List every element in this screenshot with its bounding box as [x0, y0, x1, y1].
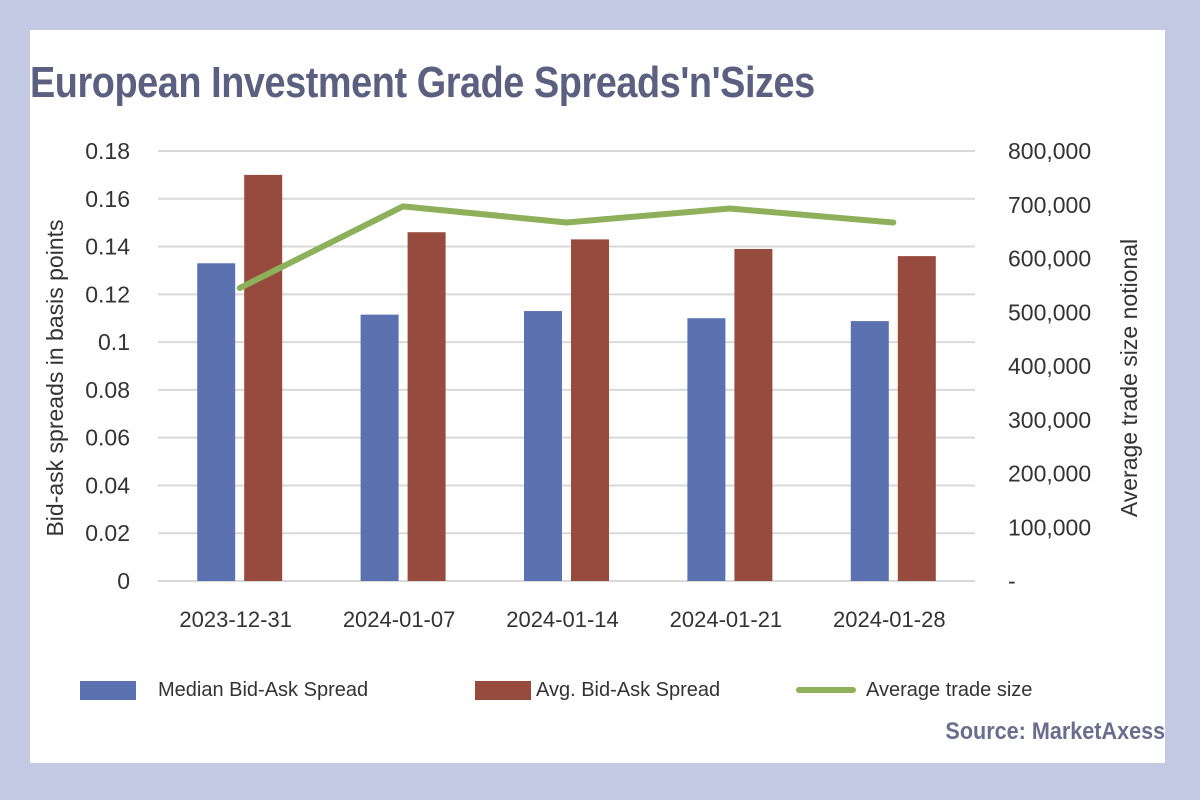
y-tick-label: 0.08	[85, 377, 130, 403]
y-tick-label: 0.14	[85, 234, 130, 260]
y-tick-label: 0.16	[85, 186, 130, 212]
legend-label-avg: Avg. Bid-Ask Spread	[536, 678, 721, 701]
trade-size-series-line	[236, 203, 897, 292]
x-axis-ticks: 2023-12-31 2024-01-07 2024-01-14 2024-01-21…	[179, 607, 945, 632]
right-axis-ticks: - 100,000 200,000 300,000 400,000 500,000 600,…	[1008, 138, 1091, 594]
y-tick-label: 0.1	[98, 329, 130, 355]
bars	[197, 174, 936, 581]
bar-median	[197, 263, 236, 581]
left-axis-label: Bid-ask spreads in basis points	[42, 219, 68, 536]
legend-swatch-median	[80, 680, 136, 700]
legend-item-median: Median Bid-Ask Spread	[80, 676, 368, 704]
y-tick-label: 0.04	[85, 472, 130, 498]
y2-tick-label: 700,000	[1008, 192, 1091, 218]
bar-avg	[407, 232, 446, 581]
y2-tick-label: 600,000	[1008, 246, 1091, 272]
bar-median	[524, 311, 562, 581]
source-note: Source: MarketAxess	[945, 718, 1165, 745]
x-tick-label: 2024-01-21	[670, 607, 783, 632]
x-tick-label: 2023-12-31	[179, 607, 292, 632]
y-tick-label: 0.02	[85, 520, 130, 546]
legend-label-trade-size: Average trade size	[866, 678, 1033, 701]
bar-avg	[734, 248, 773, 581]
bar-median	[360, 314, 399, 581]
y-tick-label: 0.18	[85, 138, 130, 164]
bar-median	[687, 318, 726, 581]
y2-tick-label: 100,000	[1008, 514, 1091, 540]
y2-tick-label: 400,000	[1008, 353, 1091, 379]
chart-title: European Investment Grade Spreads'n'Size…	[30, 58, 815, 107]
legend-label-median: Median Bid-Ask Spread	[158, 678, 369, 701]
y2-tick-label: 500,000	[1008, 299, 1091, 325]
bar-avg	[897, 256, 936, 581]
y-tick-label: 0.06	[85, 425, 130, 451]
y2-tick-label: 200,000	[1008, 461, 1091, 487]
bar-median	[850, 321, 889, 581]
legend-item-trade-size: Average trade size	[796, 676, 1032, 704]
left-axis-ticks: 0 0.02 0.04 0.06 0.08 0.1 0.12 0.14 0.16 0.18	[85, 138, 130, 594]
legend-item-avg: Avg. Bid-Ask Spread	[475, 676, 720, 704]
bar-avg	[571, 239, 609, 581]
y-tick-label: 0	[117, 568, 130, 594]
legend-swatch-trade-size	[796, 687, 856, 693]
y2-tick-label: 800,000	[1008, 138, 1091, 164]
trade-size-line	[236, 203, 897, 292]
x-tick-label: 2024-01-28	[833, 607, 946, 632]
y2-tick-label: -	[1008, 568, 1016, 594]
legend-swatch-avg	[475, 680, 531, 700]
y-tick-label: 0.12	[85, 281, 130, 307]
x-tick-label: 2024-01-07	[343, 607, 456, 632]
gridlines	[158, 150, 975, 582]
right-axis-label: Average trade size notional	[1116, 239, 1142, 517]
bar-avg	[244, 174, 283, 581]
x-tick-label: 2024-01-14	[506, 607, 619, 632]
y2-tick-label: 300,000	[1008, 407, 1091, 433]
